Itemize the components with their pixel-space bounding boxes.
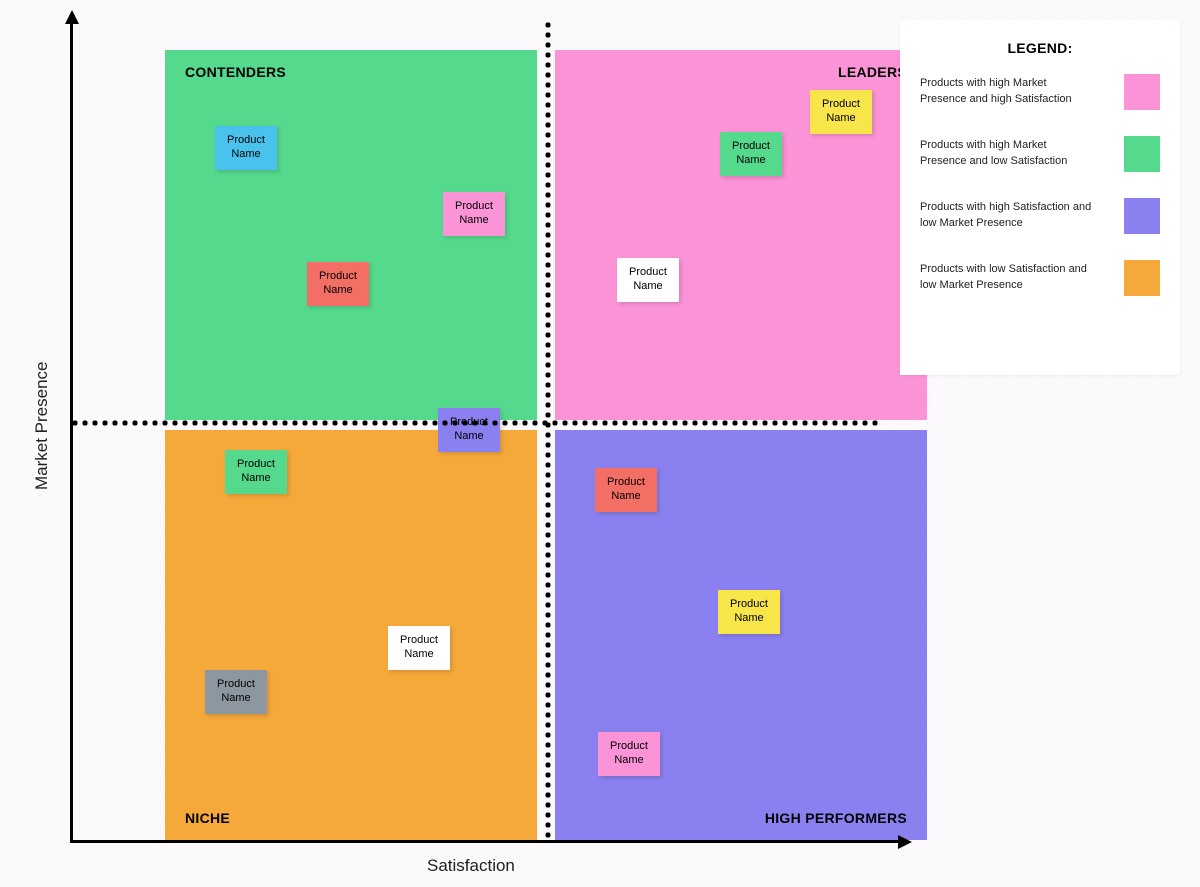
quadrant-label-leaders: LEADERS — [838, 64, 907, 80]
legend-swatch — [1124, 74, 1160, 110]
legend-item: Products with high Satisfaction and low … — [920, 198, 1160, 234]
product-tile-label: Product Name — [604, 740, 654, 768]
legend-swatch — [1124, 198, 1160, 234]
vertical-divider — [545, 20, 551, 840]
quadrant-label-high-performers: HIGH PERFORMERS — [765, 810, 907, 826]
legend-item: Products with high Market Presence and h… — [920, 74, 1160, 110]
product-tile-label: Product Name — [313, 270, 363, 298]
product-tile-label: Product Name — [816, 98, 866, 126]
quadrant-label-niche: NICHE — [185, 810, 230, 826]
legend-item: Products with high Market Presence and l… — [920, 136, 1160, 172]
product-tile-label: Product Name — [394, 634, 444, 662]
quadrant-label-contenders: CONTENDERS — [185, 64, 286, 80]
y-axis-arrowhead — [65, 10, 79, 24]
product-tile-label: Product Name — [623, 266, 673, 294]
legend-swatch — [1124, 136, 1160, 172]
product-tile-label: Product Name — [231, 458, 281, 486]
product-tile[interactable]: Product Name — [595, 468, 657, 512]
legend-item-text: Products with high Market Presence and l… — [920, 138, 1095, 170]
x-axis-arrowhead — [898, 835, 912, 849]
product-tile-label: Product Name — [724, 598, 774, 626]
product-tile[interactable]: Product Name — [307, 262, 369, 306]
x-axis-label: Satisfaction — [427, 856, 515, 876]
product-tile-label: Product Name — [449, 200, 499, 228]
product-tile-label: Product Name — [601, 476, 651, 504]
x-axis-line — [70, 840, 900, 843]
product-tile[interactable]: Product Name — [810, 90, 872, 134]
product-tile[interactable]: Product Name — [215, 126, 277, 170]
legend-item-text: Products with high Satisfaction and low … — [920, 200, 1095, 232]
legend-title: LEGEND: — [920, 40, 1160, 56]
product-tile[interactable]: Product Name — [443, 192, 505, 236]
legend-swatch — [1124, 260, 1160, 296]
quadrant-chart-canvas: CONTENDERS LEADERS NICHE HIGH PERFORMERS Pro… — [0, 0, 1200, 887]
horizontal-divider — [70, 420, 880, 426]
quadrant-niche: NICHE — [165, 430, 537, 840]
product-tile[interactable]: Product Name — [720, 132, 782, 176]
product-tile[interactable]: Product Name — [205, 670, 267, 714]
product-tile-label: Product Name — [221, 134, 271, 162]
legend-item-text: Products with low Satisfaction and low M… — [920, 262, 1095, 294]
product-tile-label: Product Name — [726, 140, 776, 168]
legend-item-text: Products with high Market Presence and h… — [920, 76, 1095, 108]
product-tile[interactable]: Product Name — [617, 258, 679, 302]
y-axis-line — [70, 22, 73, 842]
product-tile[interactable]: Product Name — [225, 450, 287, 494]
product-tile[interactable]: Product Name — [718, 590, 780, 634]
legend-panel: LEGEND: Products with high Market Presen… — [900, 20, 1180, 375]
y-axis-label: Market Presence — [32, 362, 52, 491]
product-tile[interactable]: Product Name — [598, 732, 660, 776]
legend-item: Products with low Satisfaction and low M… — [920, 260, 1160, 296]
product-tile[interactable]: Product Name — [438, 408, 500, 452]
product-tile[interactable]: Product Name — [388, 626, 450, 670]
product-tile-label: Product Name — [211, 678, 261, 706]
